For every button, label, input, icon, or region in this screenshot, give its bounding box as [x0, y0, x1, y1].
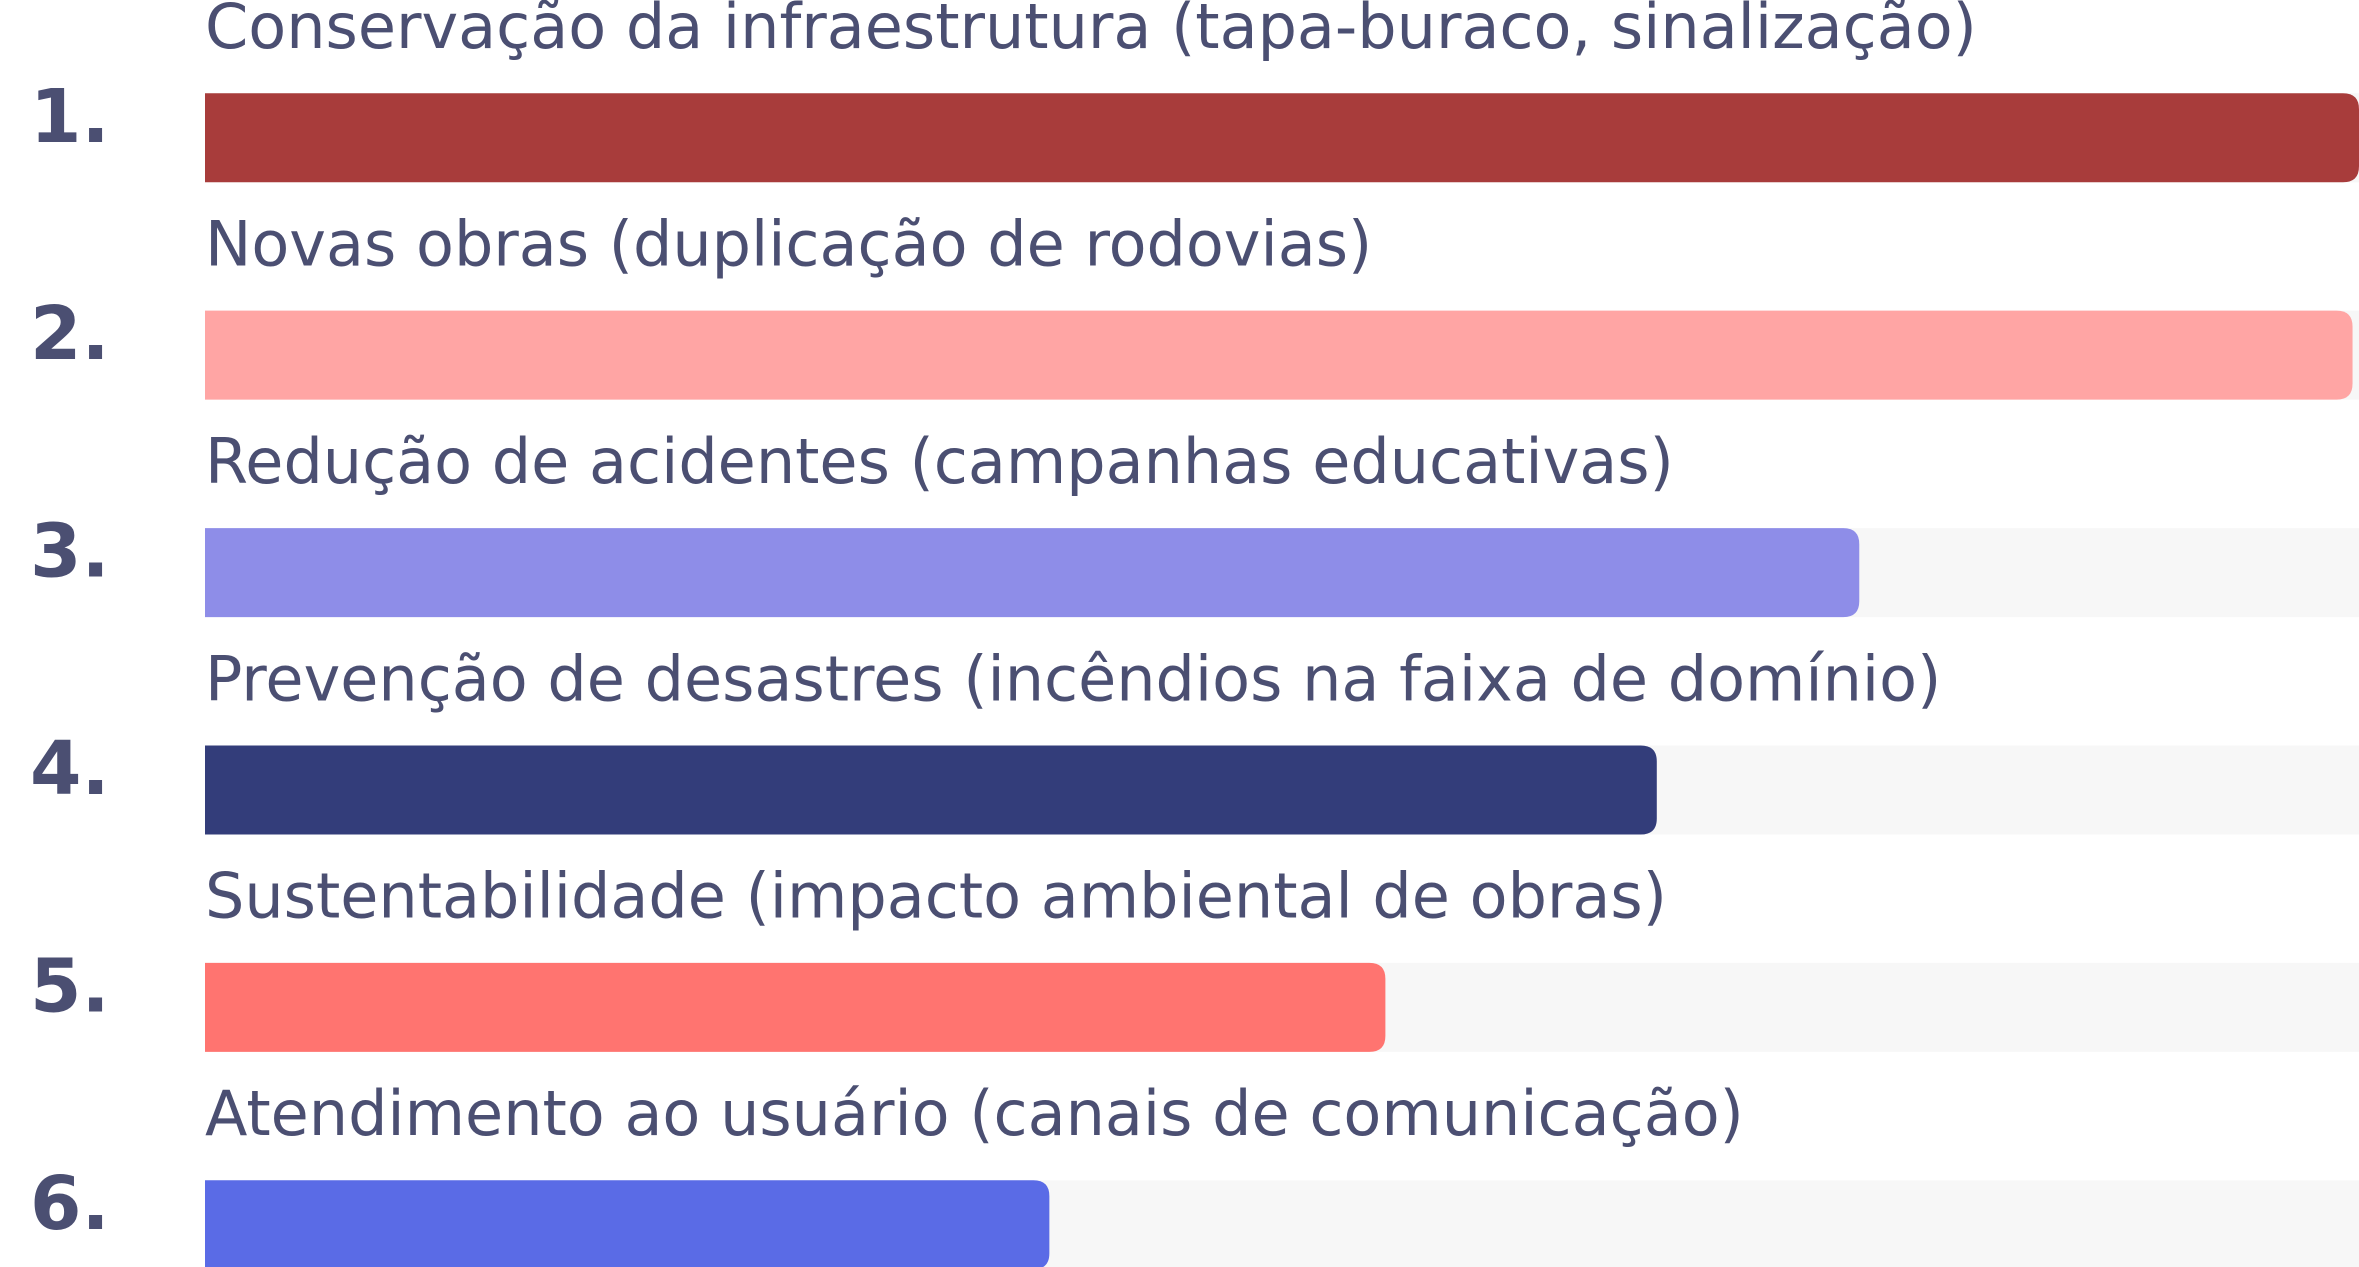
- rank-number: 1.: [30, 74, 110, 160]
- option-label: Sustentabilidade (impacto ambiental de o…: [205, 860, 1667, 933]
- bar: [205, 745, 1657, 835]
- rank-number: 6.: [30, 1161, 110, 1247]
- rank-number: 3.: [30, 509, 110, 595]
- bar: [205, 1180, 1050, 1267]
- rank-number: 5.: [30, 943, 110, 1029]
- bar: [205, 310, 2353, 400]
- option-label: Atendimento ao usuário (canais de comuni…: [205, 1077, 1744, 1150]
- bar: [205, 93, 2359, 183]
- option-label: Prevenção de desastres (incêndios na fai…: [205, 642, 1941, 715]
- option-label: Conservação da infraestrutura (tapa-bura…: [205, 0, 1977, 63]
- option-label: Redução de acidentes (campanhas educativ…: [205, 425, 1674, 498]
- rank-number: 4.: [30, 726, 110, 812]
- bar: [205, 962, 1386, 1052]
- rank-number: 2.: [30, 291, 110, 377]
- bar: [205, 528, 1860, 618]
- option-label: Novas obras (duplicação de rodovias): [205, 208, 1372, 281]
